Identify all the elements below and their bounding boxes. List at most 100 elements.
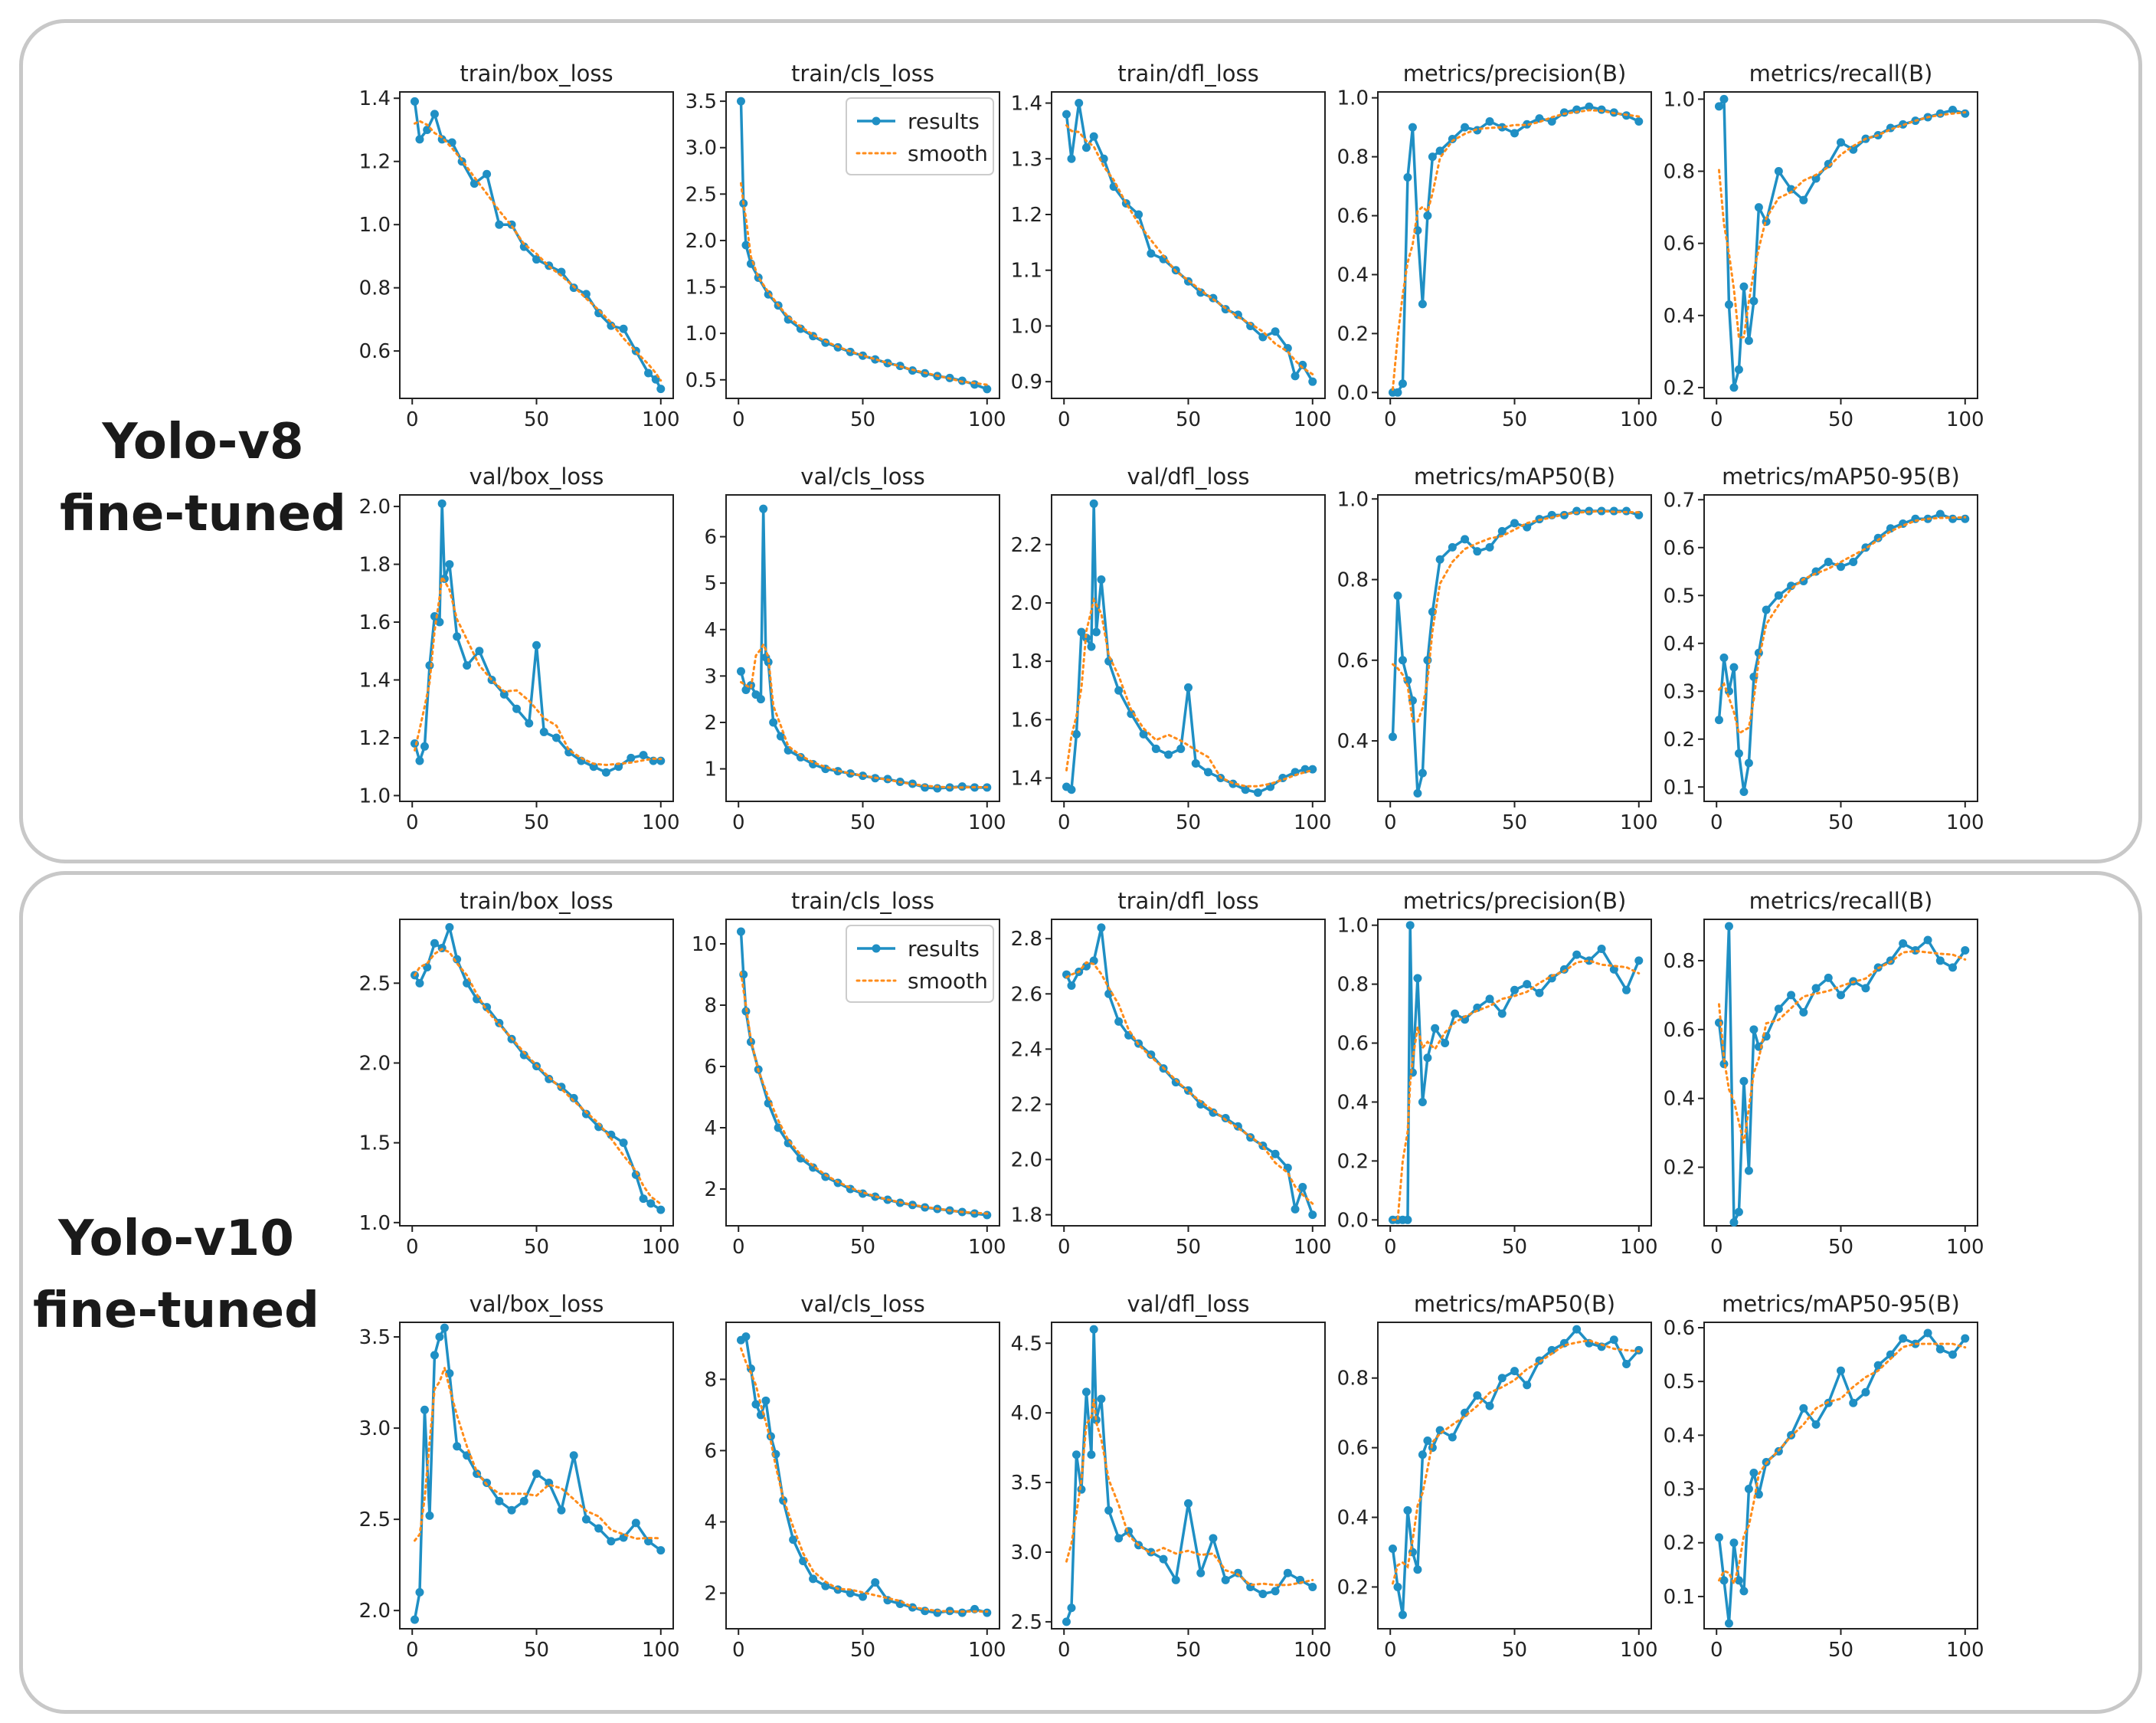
y-tick-label: 0.2 xyxy=(1664,729,1695,752)
plot-frame xyxy=(725,494,1000,802)
results-point xyxy=(1609,1335,1618,1345)
results-point xyxy=(410,97,419,106)
results-point xyxy=(1799,195,1808,205)
results-point xyxy=(1428,152,1437,162)
results-point xyxy=(1071,1450,1081,1459)
results-point xyxy=(1923,935,1932,945)
results-point xyxy=(495,220,504,229)
y-tick-label: 0.4 xyxy=(1664,633,1695,656)
results-line xyxy=(1065,502,1313,794)
results-point xyxy=(1510,1367,1519,1376)
results-point xyxy=(1729,383,1739,392)
results-point xyxy=(1739,1587,1749,1596)
results-point xyxy=(1585,956,1594,965)
results-point xyxy=(1097,575,1106,584)
x-tick-label: 50 xyxy=(1176,1236,1201,1259)
smooth-line xyxy=(739,641,989,789)
y-tick-label: 0.5 xyxy=(685,369,717,392)
results-point xyxy=(1062,110,1071,119)
results-point xyxy=(1861,984,1870,993)
results-point xyxy=(1388,1544,1397,1553)
results-point xyxy=(1308,765,1317,774)
yolo-v10-label-line2: fine-tuned xyxy=(33,1282,319,1339)
results-point xyxy=(1585,102,1594,111)
chart-title: val/dfl_loss xyxy=(1127,464,1250,490)
smooth-line xyxy=(413,948,663,1206)
results-point xyxy=(1739,788,1749,796)
results-point xyxy=(1609,965,1618,974)
legend-smooth-label: smooth xyxy=(908,141,988,166)
results-point xyxy=(1961,109,1970,118)
results-point xyxy=(1572,1325,1582,1334)
chart-title: train/cls_loss xyxy=(791,888,934,914)
results-point xyxy=(1935,509,1945,519)
x-tick-label: 100 xyxy=(1620,811,1658,834)
y-tick-label: 0.1 xyxy=(1664,776,1695,799)
chart-panel: metrics/precision(B) 0.0 0.2 0.4 0.6 0.8 1.0 0 5… xyxy=(1337,61,1658,431)
results-point xyxy=(1535,988,1544,997)
results-point xyxy=(410,1615,419,1624)
results-point xyxy=(1799,577,1808,585)
x-tick-label: 50 xyxy=(524,408,549,431)
results-point xyxy=(1134,210,1143,219)
chart-title: metrics/precision(B) xyxy=(1403,888,1627,914)
y-tick-label: 1.6 xyxy=(1011,709,1042,732)
results-point xyxy=(425,1511,434,1520)
yolo-v8-label-line2: fine-tuned xyxy=(60,486,346,542)
legend-results-marker xyxy=(872,116,881,126)
results-point xyxy=(1961,1334,1970,1343)
results-point xyxy=(1398,1610,1407,1620)
results-point xyxy=(1734,1576,1743,1585)
results-point xyxy=(1114,686,1124,695)
y-tick-label: 1.2 xyxy=(359,727,391,750)
results-point xyxy=(983,1210,992,1220)
results-point xyxy=(1473,547,1482,556)
results-point xyxy=(532,1469,541,1479)
results-point xyxy=(1271,1587,1280,1596)
results-point xyxy=(1824,558,1833,566)
results-point xyxy=(1164,750,1173,759)
x-tick-label: 50 xyxy=(1828,408,1853,431)
smooth-line xyxy=(1391,1339,1641,1585)
x-tick-label: 50 xyxy=(524,1639,549,1662)
y-tick-label: 0.6 xyxy=(1664,1317,1695,1340)
y-tick-label: 0.6 xyxy=(359,340,391,363)
results-point xyxy=(1961,514,1970,523)
x-tick-label: 100 xyxy=(968,408,1006,431)
results-point xyxy=(736,97,745,106)
results-point xyxy=(627,753,636,762)
results-point xyxy=(1203,768,1212,777)
results-point xyxy=(1091,627,1101,637)
results-point xyxy=(1734,365,1743,374)
plot-frame xyxy=(1703,91,1978,399)
x-tick-label: 100 xyxy=(968,1236,1006,1259)
chart-panel: train/cls_loss 0.5 1.0 1.5 2.0 2.5 3.0 3.5 0 50 10… xyxy=(685,61,1006,431)
results-point xyxy=(619,1138,628,1148)
results-point xyxy=(1948,963,1958,972)
legend-box xyxy=(846,925,994,1003)
y-tick-label: 1.0 xyxy=(359,214,391,237)
y-tick-label: 0.8 xyxy=(1664,950,1695,973)
chart-panel: metrics/recall(B) 0.2 0.4 0.6 0.8 1.0 0 50 100 xyxy=(1664,61,1984,431)
results-point xyxy=(1184,1499,1193,1508)
x-tick-label: 0 xyxy=(1710,408,1723,431)
chart-panel: val/box_loss 2.0 2.5 3.0 3.5 0 50 100 xyxy=(359,1291,680,1662)
results-point xyxy=(1393,591,1402,601)
plot-frame xyxy=(1703,919,1978,1227)
y-tick-label: 1.0 xyxy=(685,323,717,346)
results-point xyxy=(1435,146,1444,156)
x-tick-label: 0 xyxy=(732,408,745,431)
y-tick-label: 2.0 xyxy=(359,496,391,519)
chart-panel: train/dfl_loss 1.8 2.0 2.2 2.4 2.6 2.8 0 50 100 xyxy=(1011,888,1332,1259)
results-point xyxy=(983,385,992,394)
y-tick-label: 2 xyxy=(704,1582,717,1605)
x-tick-label: 50 xyxy=(850,811,875,834)
results-point xyxy=(557,1083,566,1092)
results-point xyxy=(1899,1334,1908,1343)
results-point xyxy=(1485,1401,1494,1410)
x-tick-label: 100 xyxy=(642,1236,680,1259)
results-point xyxy=(519,1496,528,1505)
results-point xyxy=(1734,749,1743,758)
y-tick-label: 0.4 xyxy=(1337,1507,1369,1530)
results-point xyxy=(1104,1505,1114,1515)
